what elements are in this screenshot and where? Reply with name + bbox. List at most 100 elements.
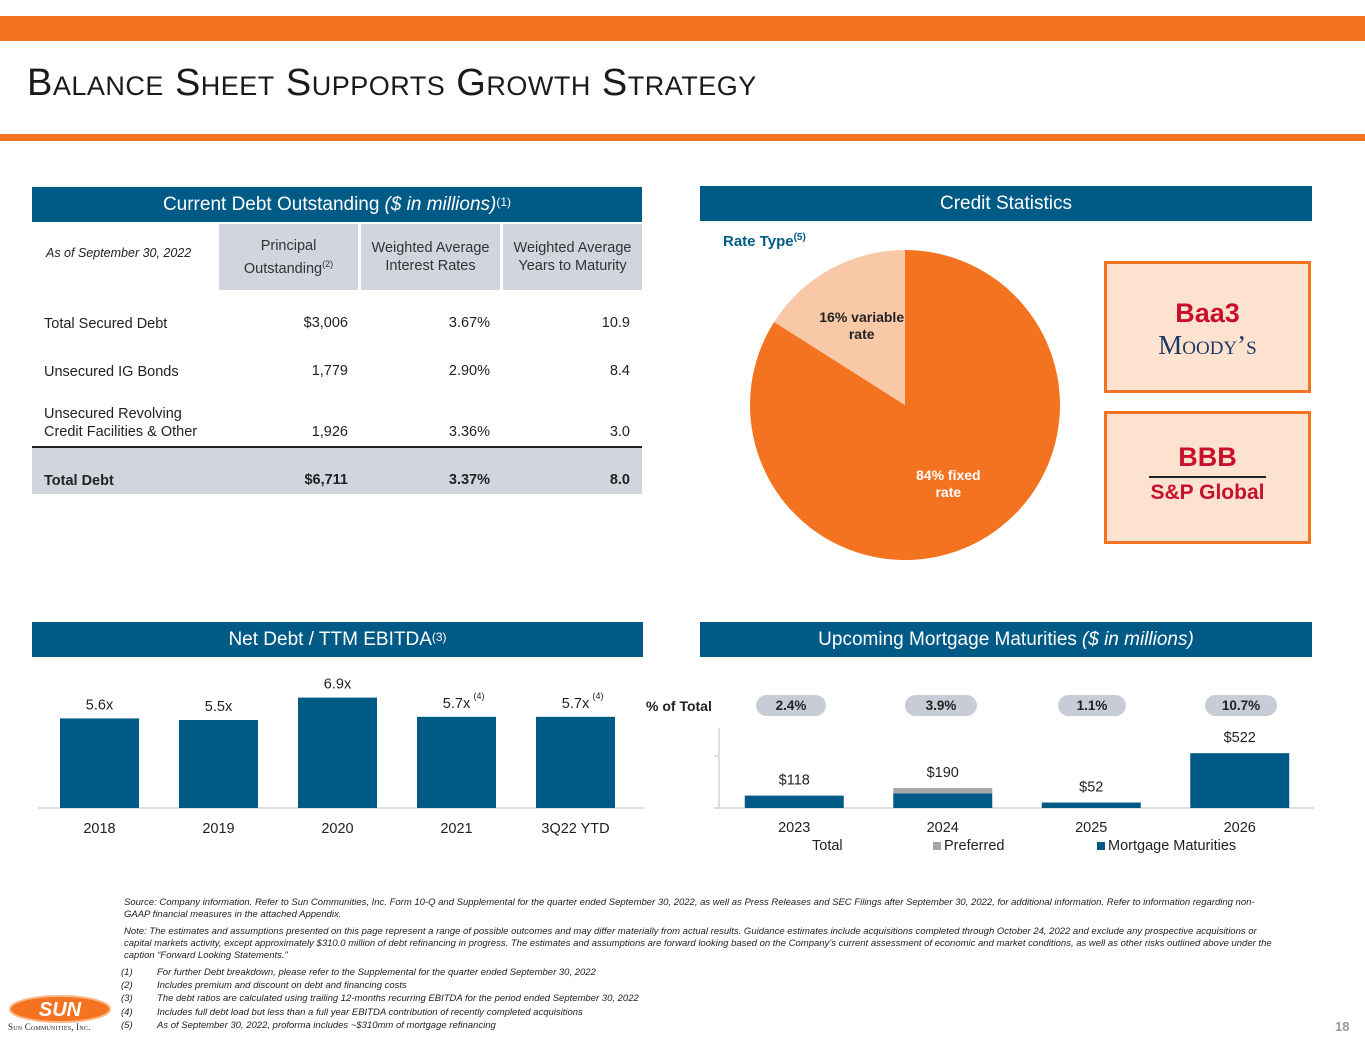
ebitda-category-label: 2018 bbox=[83, 821, 115, 837]
mortgage-bar bbox=[1190, 753, 1290, 808]
logo-mark: SUN bbox=[39, 999, 82, 1021]
pct-of-total-pill: 3.9% bbox=[905, 695, 977, 716]
footnote-num: (5) bbox=[121, 1020, 133, 1031]
row-years: 10.9 bbox=[601, 315, 630, 331]
ebitda-bar-label: 5.5x bbox=[205, 699, 233, 715]
ebitda-bar-label: 5.6x bbox=[86, 697, 114, 713]
page-number: 18 bbox=[1335, 1019, 1350, 1034]
sp-divider bbox=[1149, 476, 1266, 478]
row-principal: 1,779 bbox=[311, 363, 348, 379]
footnote-num: (3) bbox=[121, 993, 133, 1004]
ebitda-bar bbox=[417, 716, 496, 808]
ebitda-bar bbox=[536, 716, 615, 808]
maturities-category-label: 2025 bbox=[1075, 820, 1107, 836]
disclaimer-note: Note: The estimates and assumptions pres… bbox=[124, 926, 1272, 961]
ebitda-bar bbox=[60, 718, 139, 808]
row-label: Unsecured IG Bonds bbox=[44, 364, 179, 380]
column-header-label: Weighted Average Interest Rates bbox=[371, 240, 490, 274]
row-years: 8.4 bbox=[609, 363, 630, 379]
ebitda-section-header: Net Debt / TTM EBITDA (3) bbox=[32, 622, 643, 657]
legend-total: Total bbox=[812, 838, 843, 854]
moodys-logo: Moody’s bbox=[1158, 330, 1257, 360]
sp-rating-box: BBB S&P Global bbox=[1104, 411, 1311, 544]
rate-type-label: Rate Type(5) bbox=[723, 232, 806, 250]
debt-section-title-italic: ($ in millions) bbox=[384, 193, 497, 215]
maturities-total-label: $52 bbox=[1079, 780, 1103, 796]
maturities-total-label: $118 bbox=[779, 773, 810, 789]
ebitda-category-label: 2020 bbox=[321, 821, 353, 837]
ebitda-section-title: Net Debt / TTM EBITDA bbox=[228, 628, 432, 650]
ebitda-bar-label: 5.7x bbox=[562, 696, 590, 712]
row-years: 3.0 bbox=[609, 424, 630, 440]
moodys-rating-box: Baa3 Moody’s bbox=[1104, 261, 1311, 393]
ebitda-bar-label: 5.7x bbox=[443, 696, 471, 712]
mortgage-bar bbox=[893, 793, 993, 808]
column-header-principal: Principal Outstanding(2) bbox=[219, 224, 358, 290]
column-header-years: Weighted Average Years to Maturity bbox=[503, 224, 642, 290]
maturities-category-label: 2026 bbox=[1224, 820, 1256, 836]
total-principal: $6,711 bbox=[304, 472, 348, 488]
maturities-total-label: $522 bbox=[1224, 730, 1256, 746]
credit-section-title: Credit Statistics bbox=[940, 192, 1072, 214]
top-accent-bar bbox=[0, 16, 1365, 41]
footnote-text: For further Debt breakdown, please refer… bbox=[157, 967, 596, 978]
rate-type-pie: 84% fixed rate 16% variable rate bbox=[750, 250, 1060, 560]
mortgage-bar bbox=[744, 795, 844, 808]
legend-swatch bbox=[933, 842, 941, 850]
legend-swatch bbox=[1097, 842, 1105, 850]
row-principal: $3,006 bbox=[303, 315, 348, 331]
mortgage-bar bbox=[1041, 802, 1141, 808]
pie-slice-variable bbox=[774, 250, 905, 405]
maturities-total-label: $190 bbox=[927, 765, 959, 781]
maturities-section-header: Upcoming Mortgage Maturities ($ in milli… bbox=[700, 622, 1312, 657]
ebitda-bar-label-sup: (4) bbox=[474, 691, 485, 701]
pct-of-total-pill: 1.1% bbox=[1058, 695, 1126, 716]
footnote-text: Includes full debt load but less than a … bbox=[157, 1007, 583, 1018]
pct-of-total-label: % of Total bbox=[646, 698, 712, 714]
rate-type-sup: (5) bbox=[793, 232, 806, 243]
ebitda-category-label: 2021 bbox=[440, 821, 472, 837]
logo-company: Sun Communities, Inc. bbox=[8, 1022, 91, 1032]
ebitda-bar-label: 6.9x bbox=[324, 677, 352, 693]
footnote-text: The debt ratios are calculated using tra… bbox=[157, 993, 639, 1004]
maturities-section-title: Upcoming Mortgage Maturities bbox=[818, 628, 1077, 650]
legend-mortgage: Mortgage Maturities bbox=[1097, 838, 1236, 854]
legend-label: Mortgage Maturities bbox=[1108, 838, 1237, 854]
debt-section-header: Current Debt Outstanding ($ in millions)… bbox=[32, 187, 642, 222]
footnote-num: (2) bbox=[121, 980, 133, 991]
column-header-label: Weighted Average Years to Maturity bbox=[513, 240, 632, 274]
footnote-num: (1) bbox=[121, 967, 133, 978]
footnote-text: As of September 30, 2022, proforma inclu… bbox=[157, 1020, 496, 1031]
row-rate: 3.36% bbox=[448, 424, 490, 440]
total-rate: 3.37% bbox=[448, 472, 490, 488]
ebitda-bar bbox=[179, 720, 258, 808]
credit-section-header: Credit Statistics bbox=[700, 186, 1312, 221]
debt-section-title-sup: (1) bbox=[496, 194, 512, 209]
row-label: Total Secured Debt bbox=[44, 316, 168, 332]
moodys-grade: Baa3 bbox=[1175, 298, 1240, 328]
page-title: Balance Sheet Supports Growth Strategy bbox=[27, 62, 757, 104]
pie-label-variable: 16% variable rate bbox=[819, 309, 904, 342]
maturities-category-label: 2024 bbox=[927, 820, 959, 836]
maturities-category-label: 2023 bbox=[778, 820, 810, 836]
footnote-text: Includes premium and discount on debt an… bbox=[157, 980, 407, 991]
ebitda-section-title-sup: (3) bbox=[431, 629, 447, 644]
ebitda-bar bbox=[298, 697, 377, 808]
row-label: Unsecured Revolving Credit Facilities & … bbox=[44, 406, 198, 440]
pct-of-total-pill: 10.7% bbox=[1205, 695, 1277, 716]
footnote-num: (4) bbox=[121, 1007, 133, 1018]
legend-label: Preferred bbox=[944, 838, 1005, 854]
maturities-bar-chart: $118 2023 $190 2024 $52 2025 $522 2026 bbox=[714, 728, 1314, 836]
as-of-label: As of September 30, 2022 bbox=[46, 246, 192, 260]
rate-type-text: Rate Type bbox=[723, 233, 794, 250]
row-rate: 2.90% bbox=[448, 363, 490, 379]
preferred-bar bbox=[893, 788, 993, 794]
pct-of-total-pill: 2.4% bbox=[756, 695, 826, 716]
column-header-label: Principal Outstanding bbox=[243, 237, 323, 277]
row-rate: 3.67% bbox=[448, 315, 490, 331]
total-label: Total Debt bbox=[44, 473, 114, 489]
ebitda-bar-label-sup: (4) bbox=[593, 691, 604, 701]
ebitda-category-label: 3Q22 YTD bbox=[541, 821, 609, 837]
total-years: 8.0 bbox=[609, 472, 630, 488]
